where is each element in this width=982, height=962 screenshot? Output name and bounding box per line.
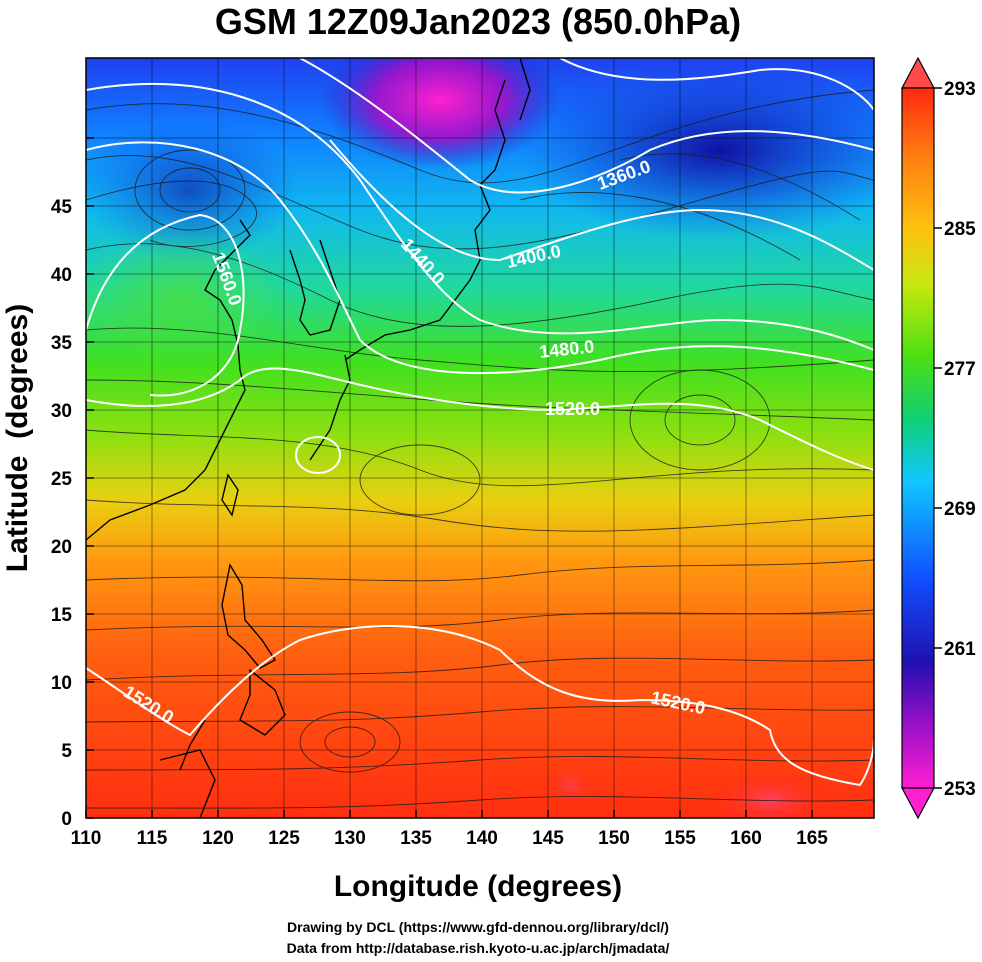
credit-drawing: Drawing by DCL (https://www.gfd-dennou.o… <box>287 919 669 935</box>
y-tick-label: 25 <box>51 469 73 490</box>
contour-label: 1520.0 <box>545 399 600 419</box>
coastline-sakhalin <box>519 58 531 121</box>
coastline-philippines-south <box>179 668 286 771</box>
contour-small-ring <box>295 436 341 474</box>
coastline-korea <box>289 239 341 336</box>
colorbar-scale <box>901 87 935 789</box>
cold-region-northeast <box>520 60 874 240</box>
colorbar-tick-label: 277 <box>944 359 976 380</box>
colorbar-bottom-arrow <box>901 787 935 820</box>
y-tick-label: 45 <box>51 197 73 218</box>
coastline-kyushu-islands <box>309 354 351 461</box>
x-tick-label: 150 <box>598 828 630 849</box>
cold-core-north <box>320 58 560 170</box>
green-tongue-west <box>86 230 290 370</box>
colorbar-tick-label: 261 <box>944 639 976 660</box>
colorbar-tick-label: 285 <box>944 219 976 240</box>
coastlines <box>86 58 531 818</box>
x-axis-ticks: 110 115 120 125 130 135 140 145 150 155 … <box>71 810 828 849</box>
colorbar-top-arrow <box>901 56 935 89</box>
colorbar-tick-label: 253 <box>944 779 976 800</box>
y-axis-label: Latitude (degrees) <box>1 304 34 572</box>
x-tick-label: 160 <box>730 828 762 849</box>
coastline-taiwan <box>221 473 239 517</box>
x-axis-label: Longitude (degrees) <box>334 870 622 903</box>
contour-1360 <box>299 58 874 194</box>
x-tick-label: 155 <box>664 828 696 849</box>
coastline-luzon <box>221 563 277 669</box>
x-tick-label: 110 <box>71 828 102 849</box>
contour-1440 <box>86 83 874 351</box>
contour-1520 <box>86 367 874 471</box>
x-tick-label: 135 <box>400 828 432 849</box>
cold-region-northwest <box>86 120 300 260</box>
contour-1520-south <box>86 625 874 787</box>
credit-data: Data from http://database.rish.kyoto-u.a… <box>287 940 670 956</box>
colorbar: 293 285 277 269 261 253 <box>901 56 976 820</box>
x-tick-label: 145 <box>532 828 564 849</box>
y-tick-label: 35 <box>51 333 73 354</box>
plot-area: 1360.0 1400.0 1440.0 1480.0 1520.0 1520.… <box>86 58 874 818</box>
y-tick-label: 15 <box>51 605 73 626</box>
x-tick-label: 115 <box>137 828 168 849</box>
y-tick-label: 20 <box>51 537 72 558</box>
coastline-china <box>86 219 251 541</box>
contour-1400 <box>329 139 874 271</box>
colorbar-tick-label: 269 <box>944 499 976 520</box>
height-contours <box>86 58 874 787</box>
x-tick-label: 125 <box>268 828 300 849</box>
warm-spot-east <box>710 770 830 818</box>
warm-spot-center <box>545 765 595 805</box>
y-tick-label: 40 <box>51 265 72 286</box>
y-tick-label: 5 <box>61 741 72 762</box>
y-tick-label: 0 <box>61 809 72 830</box>
chart-title: GSM 12Z09Jan2023 (850.0hPa) <box>215 1 741 42</box>
y-axis-ticks: 0 5 10 15 20 25 30 35 40 45 <box>51 137 94 830</box>
x-tick-label: 120 <box>202 828 234 849</box>
colorbar-tick-label: 293 <box>944 79 976 100</box>
coastline-borneo <box>159 749 216 818</box>
contour-1560 <box>86 213 245 397</box>
contour-1480 <box>86 141 874 375</box>
y-tick-label: 30 <box>51 401 72 422</box>
y-tick-label: 10 <box>51 673 72 694</box>
x-tick-label: 140 <box>466 828 498 849</box>
contour-1360b <box>559 58 874 111</box>
x-tick-label: 130 <box>334 828 366 849</box>
x-tick-label: 165 <box>796 828 828 849</box>
plot-frame <box>85 57 875 819</box>
coastline-japan <box>344 79 506 361</box>
